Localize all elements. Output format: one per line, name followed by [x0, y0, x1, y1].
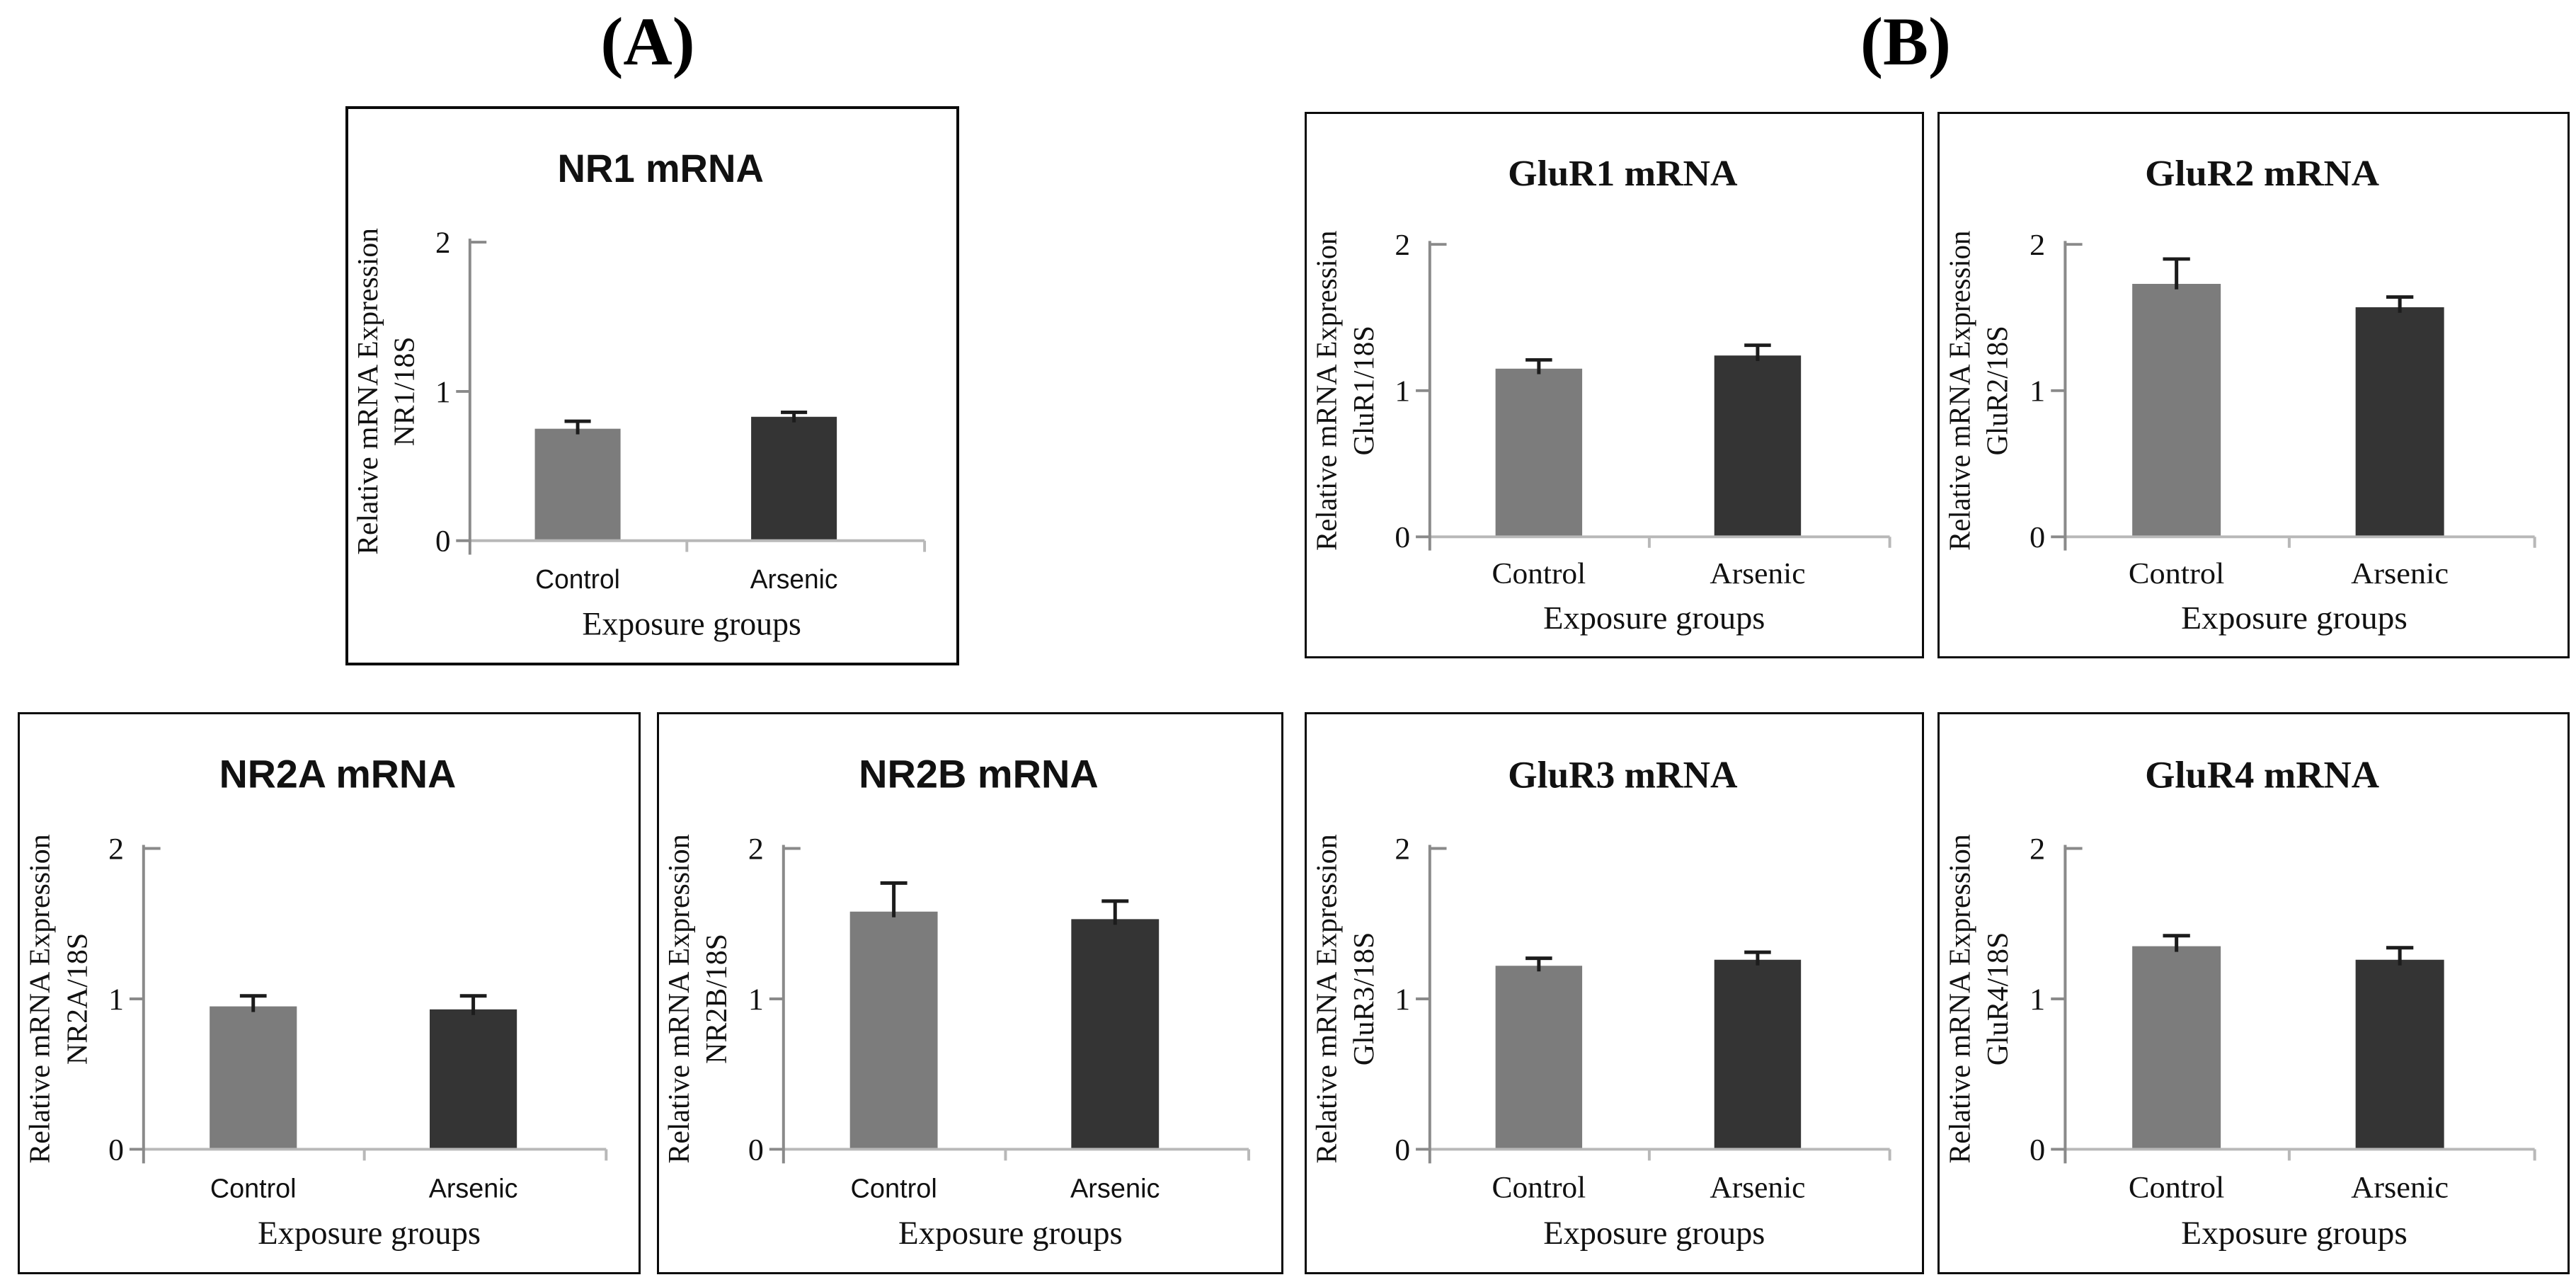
y-axis-label-line1: Relative mRNA Expression — [1943, 834, 1976, 1163]
x-tick-label-arsenic: Arsenic — [1710, 558, 1805, 591]
y-tick-label: 1 — [2030, 982, 2045, 1017]
chart-title: GluR4 mRNA — [2145, 754, 2379, 796]
y-tick-label: 0 — [1395, 521, 1410, 554]
chart-plot-nr2a: 0 1 2 NR2A mRNA Relative mRNA Expression NR2A… — [24, 753, 608, 1252]
bar-control — [2132, 946, 2221, 1150]
chart-glur2-mrna: 0 1 2 GluR2 mRNA Relative mRNA Expression Glu… — [1937, 112, 2570, 658]
y-axis-label-line1: Relative mRNA Expression — [1943, 230, 1976, 550]
y-axis-label-line1: Relative mRNA Expression — [1310, 231, 1342, 551]
x-tick-label-arsenic: Arsenic — [429, 1174, 518, 1203]
x-tick-label-control: Control — [1492, 1170, 1586, 1204]
y-tick-label: 0 — [1395, 1133, 1410, 1167]
chart-glur3-mrna: 0 1 2 GluR3 mRNA Relative mRNA Expression Glu… — [1305, 712, 1924, 1274]
y-axis-label-line1: Relative mRNA Expression — [663, 834, 696, 1163]
chart-plot-glur2: 0 1 2 GluR2 mRNA Relative mRNA Expression Glu… — [1943, 152, 2536, 636]
y-axis-label-line2: GluR1/18S — [1346, 326, 1379, 455]
y-tick-label: 1 — [108, 983, 124, 1017]
y-tick-label: 0 — [748, 1133, 764, 1167]
y-axis-label-line1: Relative mRNA Expression — [351, 228, 384, 555]
y-tick-label: 1 — [1395, 375, 1410, 408]
bar-control — [2132, 283, 2221, 537]
y-tick-label: 0 — [435, 524, 450, 558]
y-tick-label: 1 — [2030, 374, 2045, 408]
y-tick-label: 0 — [108, 1133, 124, 1167]
chart-plot-glur1: 0 1 2 GluR1 mRNA Relative mRNA Expression Glu… — [1310, 153, 1891, 636]
bar-arsenic — [1714, 959, 1802, 1150]
x-axis-title: Exposure groups — [898, 1215, 1123, 1252]
x-tick-label-arsenic: Arsenic — [2351, 1169, 2449, 1204]
chart-nr1-mrna: 0 1 2 NR1 mRNA Relative mRNA Expression NR1/1… — [345, 106, 959, 665]
y-axis-label-line2: NR2A/18S — [61, 933, 93, 1065]
y-tick-label: 1 — [1395, 983, 1410, 1017]
x-axis-title: Exposure groups — [582, 605, 801, 641]
x-axis-title: Exposure groups — [1543, 600, 1765, 636]
y-tick-label: 2 — [435, 226, 450, 260]
x-tick-label-control: Control — [1492, 558, 1586, 591]
x-tick-label-arsenic: Arsenic — [1070, 1174, 1160, 1203]
chart-title: GluR3 mRNA — [1508, 753, 1738, 796]
chart-plot-nr1: 0 1 2 NR1 mRNA Relative mRNA Expression NR1/1… — [351, 147, 927, 641]
bar-control — [534, 428, 621, 541]
chart-title: NR1 mRNA — [557, 147, 763, 190]
chart-nr2b-mrna: 0 1 2 NR2B mRNA Relative mRNA Expression NR2B… — [657, 712, 1283, 1274]
y-axis-label-line1: Relative mRNA Expression — [1311, 834, 1344, 1163]
chart-plot-glur4: 0 1 2 GluR4 mRNA Relative mRNA Expression Glu… — [1943, 754, 2536, 1252]
bar-arsenic — [2355, 959, 2444, 1150]
bar-control — [1495, 966, 1583, 1150]
y-tick-label: 2 — [2030, 229, 2045, 262]
y-axis-label-line2: NR1/18S — [388, 337, 420, 447]
chart-title: NR2A mRNA — [219, 753, 457, 796]
x-tick-label-control: Control — [850, 1174, 937, 1203]
x-tick-label-control: Control — [2129, 557, 2224, 590]
chart-title: GluR2 mRNA — [2145, 152, 2379, 194]
y-tick-label: 2 — [1395, 832, 1410, 866]
x-axis-title: Exposure groups — [2181, 1215, 2408, 1252]
bar-arsenic — [1071, 919, 1160, 1150]
chart-glur4-mrna: 0 1 2 GluR4 mRNA Relative mRNA Expression Glu… — [1937, 712, 2570, 1274]
x-tick-label-control: Control — [535, 564, 620, 594]
x-tick-label-control: Control — [2129, 1169, 2225, 1204]
x-tick-label-control: Control — [210, 1174, 297, 1203]
y-tick-label: 2 — [748, 833, 764, 866]
bar-control — [1495, 368, 1583, 537]
bar-arsenic — [751, 416, 837, 541]
x-tick-label-arsenic: Arsenic — [1710, 1170, 1805, 1204]
y-tick-label: 2 — [1395, 229, 1410, 262]
bar-arsenic — [1714, 355, 1802, 537]
y-tick-label: 2 — [108, 832, 124, 866]
y-axis-label-line2: NR2B/18S — [701, 934, 733, 1064]
y-axis-label-line2: GluR2/18S — [1981, 326, 2014, 455]
panel-label-a: (A) — [600, 4, 695, 79]
y-tick-label: 2 — [2030, 832, 2045, 866]
y-axis-label-line2: GluR3/18S — [1348, 932, 1380, 1066]
x-tick-label-arsenic: Arsenic — [2351, 557, 2449, 590]
chart-plot-nr2b: 0 1 2 NR2B mRNA Relative mRNA Expression NR2B… — [663, 752, 1251, 1252]
bar-arsenic — [2355, 307, 2444, 537]
x-axis-title: Exposure groups — [2181, 601, 2408, 636]
x-axis-title: Exposure groups — [1543, 1215, 1765, 1252]
y-axis-label-line1: Relative mRNA Expression — [24, 834, 57, 1163]
y-tick-label: 1 — [435, 375, 450, 409]
chart-nr2a-mrna: 0 1 2 NR2A mRNA Relative mRNA Expression NR2A… — [18, 712, 641, 1274]
x-axis-title: Exposure groups — [258, 1215, 481, 1252]
y-tick-label: 0 — [2030, 521, 2045, 554]
x-tick-label-arsenic: Arsenic — [750, 564, 838, 594]
chart-title: GluR1 mRNA — [1508, 153, 1737, 193]
bar-arsenic — [430, 1009, 517, 1150]
chart-title: NR2B mRNA — [859, 752, 1099, 796]
y-tick-label: 0 — [2030, 1133, 2045, 1167]
panel-label-b: (B) — [1860, 4, 1951, 79]
chart-glur1-mrna: 0 1 2 GluR1 mRNA Relative mRNA Expression Glu… — [1305, 112, 1924, 658]
chart-plot-glur3: 0 1 2 GluR3 mRNA Relative mRNA Expression Glu… — [1311, 753, 1891, 1252]
y-tick-label: 1 — [748, 983, 764, 1017]
bar-control — [849, 911, 938, 1150]
y-axis-label-line2: GluR4/18S — [1981, 932, 2015, 1066]
bar-control — [210, 1006, 297, 1150]
